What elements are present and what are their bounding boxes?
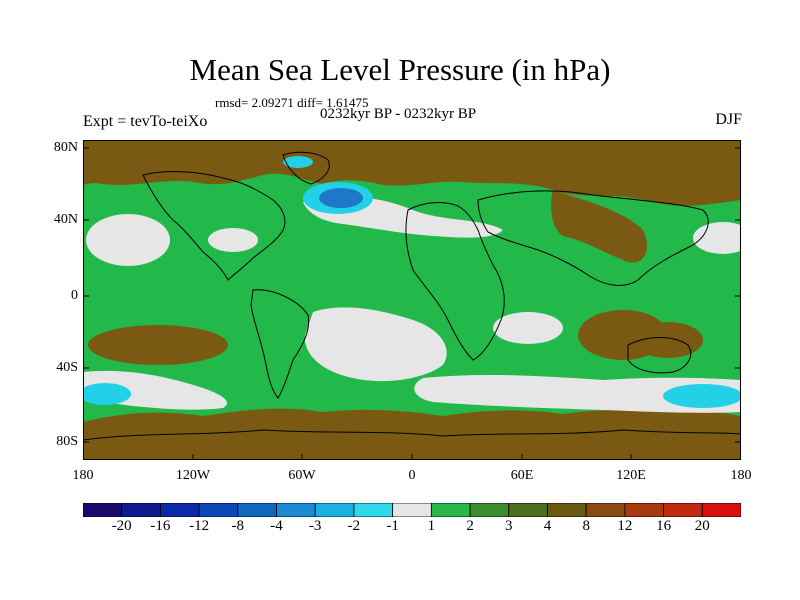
colorbar-label: 3 bbox=[505, 518, 513, 534]
colorbar-swatch bbox=[469, 503, 510, 517]
colorbar-label: -12 bbox=[189, 518, 210, 534]
colorbar-label: 1 bbox=[427, 518, 436, 534]
colorbar-label: 8 bbox=[582, 518, 590, 534]
colorbar-swatch bbox=[314, 503, 355, 517]
eurasia-brown bbox=[551, 190, 647, 263]
southern-indian-grey bbox=[414, 374, 741, 413]
colorbar-swatch bbox=[121, 503, 161, 517]
colorbar-label: -2 bbox=[347, 518, 361, 534]
colorbar-swatch bbox=[160, 503, 200, 517]
lat-label-eq: 0 bbox=[71, 288, 78, 303]
south-pacific-brown-patch bbox=[88, 325, 228, 365]
colorbar-swatch bbox=[237, 503, 277, 517]
colorbar-label: -4 bbox=[270, 518, 283, 534]
north-atlantic-deep-low bbox=[319, 188, 363, 208]
colorbar-label: 4 bbox=[543, 518, 552, 534]
colorbar-label: -8 bbox=[231, 518, 245, 534]
greenland-low bbox=[283, 156, 313, 168]
colorbar-swatch bbox=[624, 503, 664, 517]
colorbar bbox=[83, 503, 741, 517]
pressure-map bbox=[83, 140, 741, 460]
antarctica-coast bbox=[83, 429, 741, 441]
australia-brown-patch bbox=[633, 322, 703, 358]
south-pacific-cyan-low bbox=[83, 383, 131, 405]
colorbar-label: 20 bbox=[694, 518, 710, 534]
colorbar-swatch bbox=[276, 503, 316, 517]
australia-coast bbox=[627, 337, 692, 374]
east-pacific-grey bbox=[693, 222, 741, 254]
colorbar-swatch bbox=[198, 503, 239, 517]
period-label: 0232kyr BP - 0232kyr BP bbox=[320, 106, 477, 122]
colorbar-swatch bbox=[547, 503, 587, 517]
lon-label-60w: 60W bbox=[288, 468, 316, 483]
greenland-coast bbox=[282, 151, 330, 185]
colorbar-swatch bbox=[353, 503, 394, 517]
lon-label-60e: 60E bbox=[510, 468, 534, 483]
north-pacific-grey bbox=[86, 214, 170, 266]
central-atlantic-grey bbox=[208, 228, 258, 252]
lon-label-180e: 180 bbox=[730, 468, 752, 483]
lat-label-80s: 80S bbox=[56, 434, 78, 449]
experiment-label: Expt = tevTo-teiXo bbox=[83, 113, 208, 130]
arctic-brown-band bbox=[83, 140, 741, 206]
south-america-coast bbox=[250, 289, 310, 399]
asia-coast bbox=[477, 190, 709, 286]
lon-label-0: 0 bbox=[408, 468, 416, 483]
colorbar-swatch bbox=[508, 503, 548, 517]
indian-ocean-grey bbox=[493, 312, 563, 344]
colorbar-swatch bbox=[392, 503, 432, 517]
lat-label-40n: 40N bbox=[53, 212, 78, 227]
north-america-coast bbox=[142, 171, 286, 281]
colorbar-swatch bbox=[83, 503, 123, 517]
europe-africa-coast bbox=[405, 202, 505, 361]
colorbar-label: -20 bbox=[111, 518, 132, 534]
lon-label-120w: 120W bbox=[175, 468, 211, 483]
lon-label-180w: 180 bbox=[72, 468, 94, 483]
lon-label-120e: 120E bbox=[616, 468, 646, 483]
colorbar-label: -3 bbox=[308, 518, 322, 534]
colorbar-swatch bbox=[701, 503, 741, 517]
lat-label-40s: 40S bbox=[56, 360, 78, 375]
colorbar-label: -16 bbox=[150, 518, 171, 534]
colorbar-label: -1 bbox=[386, 518, 399, 534]
coastlines bbox=[83, 151, 741, 441]
colorbar-label: 2 bbox=[466, 518, 474, 534]
season-label: DJF bbox=[715, 111, 742, 128]
colorbar-swatch bbox=[663, 503, 703, 517]
colorbar-label: 12 bbox=[617, 518, 633, 534]
chart-title: Mean Sea Level Pressure (in hPa) bbox=[189, 52, 611, 87]
colorbar-swatch bbox=[430, 503, 471, 517]
axis-ticks bbox=[83, 147, 741, 460]
lat-label-80n: 80N bbox=[53, 140, 78, 155]
rmsd-diff-stats: rmsd= 2.09271 diff= 1.61475 bbox=[215, 95, 369, 110]
south-atlantic-grey bbox=[304, 307, 447, 382]
colorbar-swatch bbox=[585, 503, 626, 517]
colorbar-label: 16 bbox=[656, 518, 672, 534]
south-indian-cyan-low bbox=[663, 384, 741, 408]
